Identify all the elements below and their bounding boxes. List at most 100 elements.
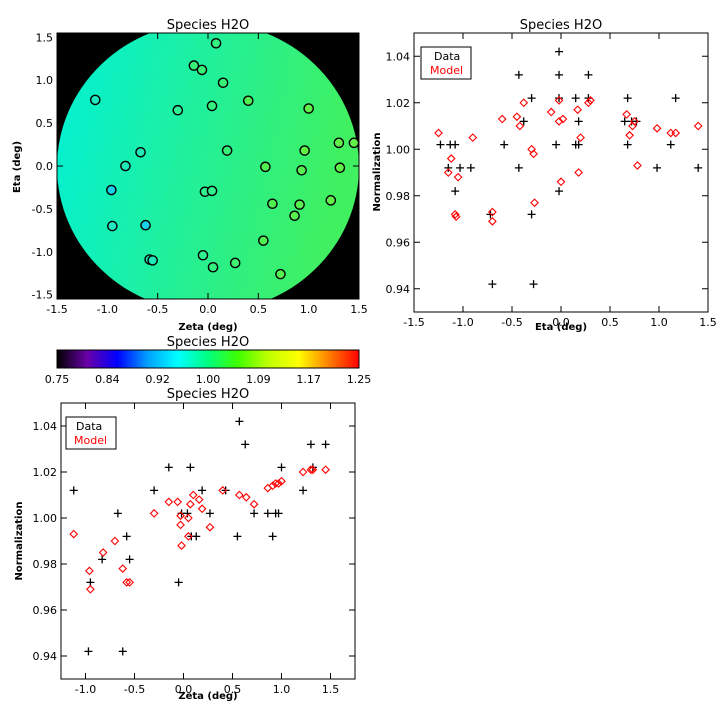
map-y-tick-label: -0.5 (32, 203, 53, 216)
zeta-model-point (277, 476, 286, 486)
eta-data-point (623, 140, 632, 149)
zeta-model-point (69, 529, 79, 539)
zeta-x-tick-label: 0.5 (224, 683, 242, 696)
eta-data-point (584, 70, 593, 79)
eta-x-tick-label: 1.0 (650, 316, 668, 329)
map-x-tick-label: -1.5 (46, 303, 67, 316)
eta-model-point (512, 112, 522, 122)
eta-model-point (576, 133, 585, 143)
eta-data-point (488, 280, 497, 289)
eta-model-point (666, 128, 676, 138)
colorbar-tick-label: 0.92 (145, 373, 170, 386)
map-y-tick-label: 0.0 (36, 160, 54, 173)
zeta-data-point (299, 486, 308, 495)
zeta-model-point (241, 492, 251, 502)
eta-x-tick-label: 0.0 (552, 316, 570, 329)
zeta-y-label: Normalization (14, 502, 25, 581)
zeta-model-point (122, 578, 132, 587)
map-point (333, 137, 345, 149)
zeta-points (69, 417, 330, 656)
zeta-y-tick-label: 1.02 (33, 466, 58, 479)
map-point (267, 198, 278, 210)
eta-model-point (515, 121, 525, 131)
eta-model-point (530, 198, 539, 208)
zeta-model-point (249, 499, 259, 509)
map-points (89, 37, 360, 280)
zeta-data-point (174, 578, 183, 587)
eta-data-point (451, 187, 460, 196)
eta-model-point (443, 168, 453, 177)
map-point (106, 184, 117, 196)
zeta-y-tick-label: 1.00 (33, 512, 58, 525)
map-point (196, 64, 208, 76)
zeta-model-point (184, 513, 193, 523)
eta-points (434, 47, 703, 289)
zeta-model-point (298, 467, 308, 477)
zeta-data-point (125, 555, 134, 564)
zeta-model-point (177, 541, 186, 550)
eta-model-point (468, 133, 478, 143)
eta-model-point (586, 96, 595, 105)
map-point (206, 100, 218, 112)
map-point (325, 195, 337, 206)
zeta-model-point (85, 566, 94, 576)
zeta-data-point (263, 509, 272, 518)
zeta-data-point (198, 486, 207, 495)
zeta-model-point (110, 536, 120, 546)
zeta-model-point (306, 465, 316, 475)
zeta-model-point (197, 504, 207, 514)
map-point (221, 145, 233, 156)
zeta-model-point (176, 511, 185, 521)
zeta-model-point (263, 483, 273, 493)
eta-data-point (451, 140, 460, 149)
eta-model-point (519, 98, 529, 108)
map-point (206, 185, 218, 197)
eta-legend-model: Model (430, 64, 463, 77)
zeta-ticks: -1.0 -0.5 0.0 0.5 1.0 1.5 0.94 0.96 0.98 1.00 1.02… (33, 403, 355, 696)
eta-y-tick-label: 0.98 (386, 190, 411, 203)
map-y-tick-label: 1.5 (36, 31, 54, 44)
zeta-model-point (86, 584, 95, 594)
colorbar-tick-label: 0.75 (45, 373, 70, 386)
eta-model-point (446, 154, 456, 163)
zeta-model-point (118, 564, 128, 573)
zeta-data-point (186, 463, 195, 472)
colorbar-tick-label: 1.00 (196, 373, 221, 386)
zeta-model-point (176, 520, 185, 530)
zeta-model-point (173, 497, 182, 507)
eta-model-point (633, 161, 642, 170)
eta-model-point (625, 130, 634, 140)
map-point (172, 104, 184, 116)
zeta-legend-data: Data (76, 420, 102, 433)
map-frame (56, 32, 360, 300)
eta-data-point (456, 163, 465, 172)
eta-data-point (500, 140, 509, 149)
eta-x-tick-label: -0.5 (501, 316, 522, 329)
map-field-disk (57, 33, 359, 299)
colorbar-tick-label: 0.84 (95, 373, 120, 386)
zeta-model-point (268, 481, 278, 491)
eta-legend-box (420, 46, 472, 80)
colorbar-panel: Species H2O 0.75 0.84 0.92 1.00 1.09 1.17 1.25 (45, 335, 372, 386)
map-point (107, 220, 118, 232)
eta-x-tick-label: 1.5 (699, 316, 717, 329)
eta-model-point (652, 123, 662, 133)
map-point (348, 137, 360, 149)
zeta-model-point (194, 495, 204, 504)
zeta-data-point (233, 532, 242, 541)
zeta-data-point (277, 463, 286, 472)
eta-model-point (693, 121, 703, 131)
zeta-y-tick-label: 0.96 (33, 604, 58, 617)
map-x-tick-label: 0.5 (250, 303, 268, 316)
map-point (210, 37, 222, 49)
zeta-scatter-panel: Species H2O -1.0 -0.5 0.0 0.5 1.0 1.5 0.94 0.96… (14, 387, 356, 702)
zeta-data-point (122, 532, 131, 541)
eta-model-point (497, 114, 507, 124)
eta-model-point (630, 116, 639, 126)
eta-data-point (436, 140, 445, 149)
eta-model-point (554, 116, 564, 126)
map-point (258, 235, 269, 246)
zeta-data-point (235, 417, 244, 426)
zeta-x-tick-label: -0.5 (124, 683, 145, 696)
